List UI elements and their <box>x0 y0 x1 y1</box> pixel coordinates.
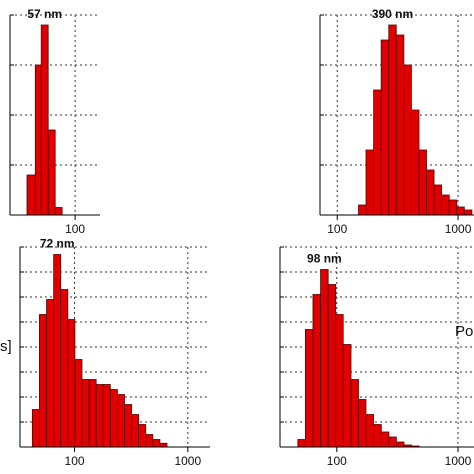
annotation: Po <box>455 323 473 340</box>
chart-title: 72 nm <box>40 237 75 251</box>
bar <box>365 414 374 448</box>
bar <box>312 294 321 448</box>
y-axis-label: s] <box>0 338 12 355</box>
x-tick-label: 100 <box>65 222 85 236</box>
bar <box>463 209 473 216</box>
bar <box>109 389 118 448</box>
bar <box>350 379 359 448</box>
bar <box>358 399 367 448</box>
bar <box>365 149 375 216</box>
bar <box>373 424 382 448</box>
bar <box>95 384 104 448</box>
bar <box>335 314 344 448</box>
bar <box>403 64 412 216</box>
bar <box>46 299 55 448</box>
x-tick-label: 1000 <box>174 454 201 468</box>
bar <box>448 199 458 216</box>
bar <box>152 439 161 448</box>
bar <box>395 441 405 448</box>
bar <box>426 169 435 216</box>
bar <box>26 174 36 216</box>
bar <box>34 64 42 216</box>
bar <box>433 184 443 216</box>
chart-title: 98 nm <box>307 252 342 266</box>
bar <box>131 414 140 448</box>
bar <box>54 207 63 216</box>
bar <box>297 439 306 448</box>
bar <box>81 379 90 448</box>
chart-title: 57 nm <box>27 7 62 21</box>
bar <box>456 206 465 216</box>
bar <box>159 442 168 448</box>
bar <box>74 359 83 448</box>
bar <box>342 344 352 448</box>
bar <box>124 404 133 448</box>
x-tick-label: 100 <box>65 454 85 468</box>
x-tick-label: 100 <box>327 222 347 236</box>
bar <box>53 254 62 448</box>
bar <box>40 24 49 216</box>
bar <box>380 39 390 216</box>
bar <box>102 384 111 448</box>
bar <box>39 314 47 448</box>
bar <box>395 34 405 216</box>
bar <box>47 129 56 216</box>
bar <box>117 394 125 448</box>
chart-title: 390 nm <box>372 7 413 21</box>
bar <box>320 269 329 448</box>
bar <box>60 289 69 448</box>
bar <box>145 434 154 448</box>
bar <box>373 89 382 216</box>
bar <box>441 194 450 216</box>
bar <box>305 329 314 448</box>
bar <box>358 204 367 216</box>
bar <box>88 379 97 448</box>
bar <box>31 409 40 448</box>
bar <box>418 149 427 216</box>
bar <box>388 436 397 448</box>
bar <box>411 109 420 216</box>
x-tick-label: 1000 <box>445 454 472 468</box>
bar <box>388 24 397 216</box>
x-tick-label: 1000 <box>445 222 472 236</box>
bar <box>67 319 76 448</box>
bar <box>327 284 337 448</box>
bar <box>380 431 390 448</box>
bar <box>138 424 147 448</box>
x-tick-label: 100 <box>327 454 347 468</box>
